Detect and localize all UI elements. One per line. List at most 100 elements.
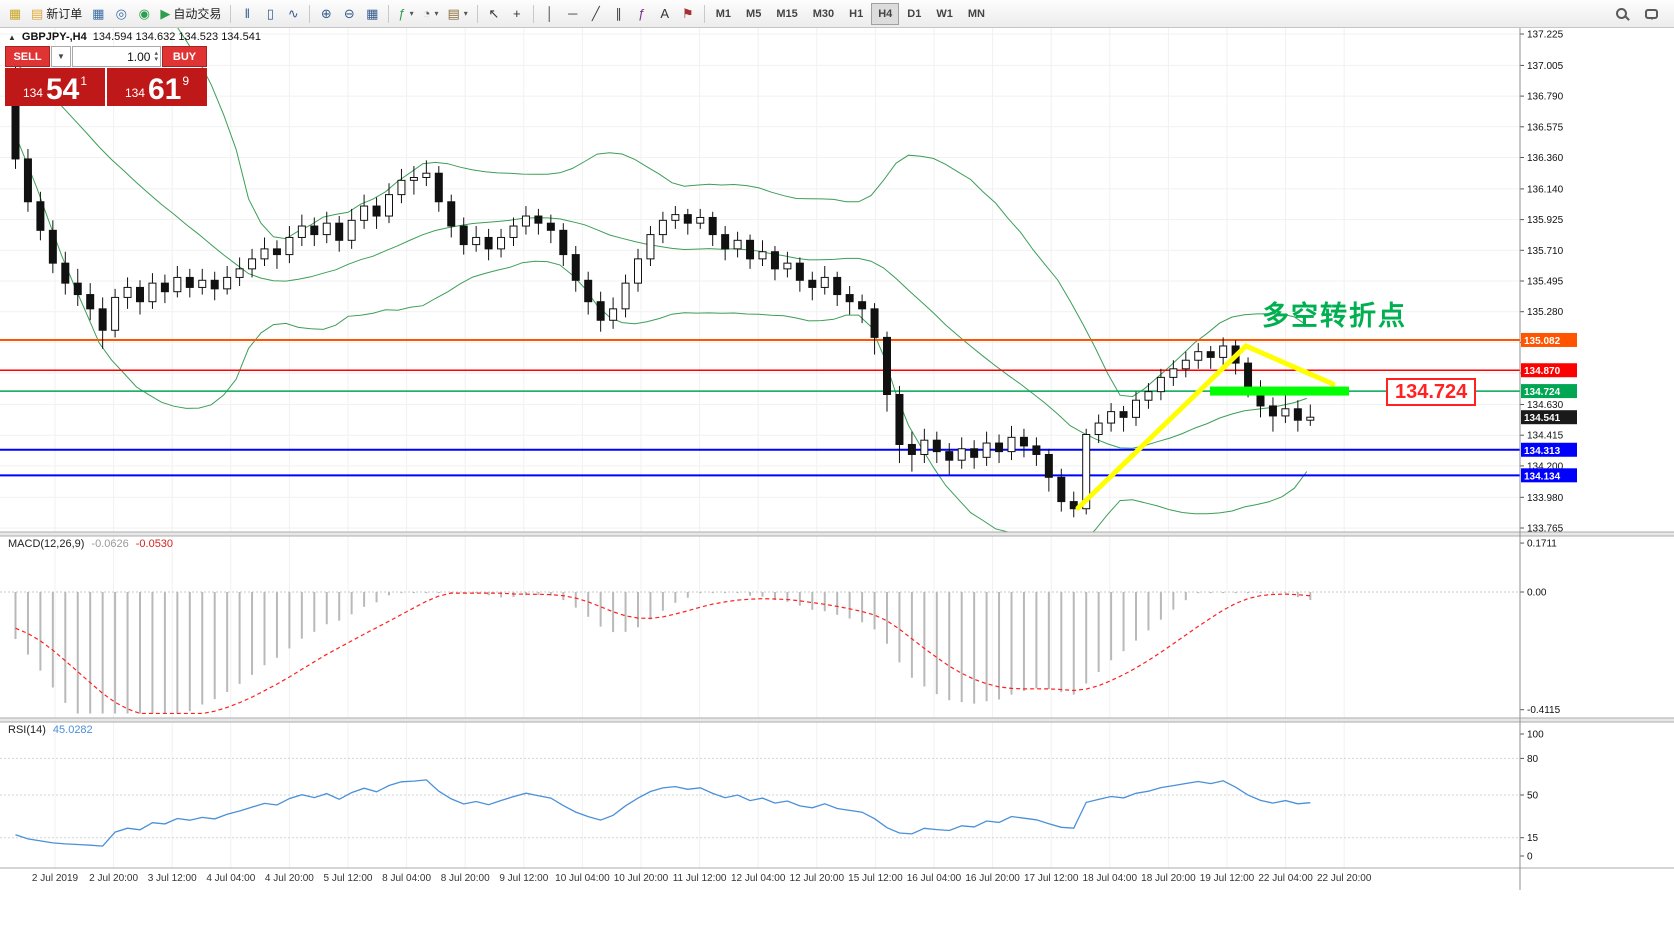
line-chart-mode-icon: ∿ — [287, 6, 299, 21]
buy-price-pip: 9 — [182, 74, 190, 88]
templates-button[interactable]: ▤ ▾ — [443, 3, 471, 25]
equidistant-channel-button[interactable]: ∥ — [608, 3, 630, 25]
zoom-in-button[interactable]: ⊕ — [315, 3, 337, 25]
sell-button[interactable]: SELL — [5, 46, 50, 67]
candlestick-mode-icon: ▯ — [266, 6, 274, 21]
svg-text:137.005: 137.005 — [1527, 61, 1564, 72]
navigator-icon: ◉ — [138, 6, 150, 21]
app-icon-button[interactable]: ▦ — [4, 3, 26, 25]
panel-separators[interactable] — [0, 531, 1674, 869]
buy-price[interactable]: 134 61 9 — [107, 68, 207, 106]
toolbar-separator — [230, 4, 232, 23]
volume-stepper[interactable]: ▴ ▾ — [154, 49, 158, 63]
step-up-icon[interactable]: ▴ — [154, 49, 158, 57]
chart-symbol-label: ▲ GBPJPY-,H4 134.594 134.632 134.523 134… — [8, 31, 261, 43]
toolbar-separator — [532, 4, 534, 23]
app-icon-icon: ▦ — [8, 6, 22, 21]
search-button[interactable] — [1610, 3, 1632, 25]
timeframe-w1-button[interactable]: W1 — [929, 3, 960, 25]
symbol-ohlc-values: 134.594 134.632 134.523 134.541 — [92, 31, 261, 43]
step-down-icon[interactable]: ▾ — [154, 55, 158, 63]
svg-text:0.00: 0.00 — [1527, 588, 1547, 599]
periods-icon: ◔ — [422, 6, 431, 21]
rsi-label: RSI(14) 45.0282 — [8, 724, 93, 736]
vertical-line-button[interactable]: │ — [539, 3, 561, 25]
time-label: 8 Jul 20:00 — [440, 873, 490, 884]
svg-text:100: 100 — [1527, 730, 1544, 741]
text-icon: A — [660, 6, 670, 21]
line-chart-mode-button[interactable]: ∿ — [282, 3, 304, 25]
buy-price-prefix: 134 — [124, 86, 145, 100]
time-label: 4 Jul 04:00 — [206, 873, 256, 884]
chart-window-button[interactable]: ▦ — [87, 3, 109, 25]
svg-text:136.360: 136.360 — [1527, 153, 1564, 164]
volume-input[interactable]: 1.00 ▴ ▾ — [72, 46, 161, 67]
svg-text:134.870: 134.870 — [1524, 366, 1561, 377]
timeframe-m5-button[interactable]: M5 — [739, 3, 768, 25]
turning-point-annotation[interactable]: 多空转折点 — [1262, 301, 1407, 331]
time-label: 18 Jul 20:00 — [1141, 873, 1196, 884]
fibonacci-button[interactable]: ƒ — [631, 3, 653, 25]
grid — [0, 28, 1520, 868]
svg-text:135.280: 135.280 — [1527, 307, 1564, 318]
sell-price[interactable]: 134 54 1 — [5, 68, 105, 106]
time-axis: 2 Jul 2019 2 Jul 20:00 3 Jul 12:00 4 Jul 04… — [0, 869, 1520, 891]
candlestick-mode-button[interactable]: ▯ — [259, 3, 281, 25]
svg-text:134.200: 134.200 — [1527, 461, 1564, 472]
time-label: 16 Jul 04:00 — [906, 873, 962, 884]
timeframe-h1-button[interactable]: H1 — [842, 3, 870, 25]
macd-signal-value: -0.0530 — [135, 538, 174, 550]
order-settings-dropdown[interactable]: ▼ — [51, 46, 71, 67]
rsi-plot — [0, 757, 1520, 847]
svg-text:137.225: 137.225 — [1527, 30, 1564, 41]
indicators-button[interactable]: ƒ ▾ — [394, 3, 417, 25]
cursor-button[interactable]: ↖ — [483, 3, 505, 25]
search-icon — [1615, 8, 1627, 19]
text-button[interactable]: A — [654, 3, 676, 25]
periods-button[interactable]: ◔ ▾ — [419, 3, 443, 25]
one-click-trading-panel: SELL ▼ 1.00 ▴ ▾ BUY 134 54 1 134 61 9 — [5, 46, 207, 106]
timeframe-d1-button[interactable]: D1 — [900, 3, 928, 25]
new-order-button[interactable]: ▤ 新订单 — [27, 3, 86, 25]
time-label: 17 Jul 12:00 — [1023, 873, 1079, 884]
timeframe-m15-button[interactable]: M15 — [769, 3, 804, 25]
toolbar-separator — [703, 4, 705, 23]
trendline-button[interactable]: ╱ — [585, 3, 607, 25]
bar-chart-mode-button[interactable]: ‖ — [236, 3, 258, 25]
bollinger-band — [11, 126, 1308, 532]
timeframe-m1-button[interactable]: M1 — [709, 3, 738, 25]
price-plot[interactable] — [0, 0, 1520, 550]
arrows-button[interactable]: ⚑ — [677, 3, 699, 25]
buy-price-big: 61 — [147, 73, 182, 106]
zoom-out-button[interactable]: ⊖ — [338, 3, 360, 25]
time-label: 12 Jul 20:00 — [789, 873, 845, 884]
time-label: 9 Jul 12:00 — [499, 873, 549, 884]
trade-panel-prices: 134 54 1 134 61 9 — [5, 68, 207, 106]
level-price-tag[interactable]: 134.724 — [1386, 378, 1477, 406]
volume-value: 1.00 — [127, 49, 151, 64]
rsi-value: 45.0282 — [52, 724, 93, 736]
buy-button[interactable]: BUY — [162, 46, 207, 67]
trend-line[interactable] — [1075, 343, 1336, 511]
support-highlight[interactable] — [1210, 386, 1349, 396]
indicators-icon: ƒ — [398, 6, 406, 21]
trendline-icon: ╱ — [591, 6, 600, 21]
timeframe-m30-button[interactable]: M30 — [806, 3, 841, 25]
market-watch-button[interactable]: ◎ — [110, 3, 132, 25]
timeframe-mn-button[interactable]: MN — [961, 3, 992, 25]
auto-trading-button[interactable]: ▶ 自动交易 — [156, 3, 225, 25]
horizontal-line-button[interactable]: ─ — [562, 3, 584, 25]
vertical-line-icon: │ — [545, 6, 554, 21]
sell-price-big: 54 — [45, 73, 80, 106]
navigator-button[interactable]: ◉ — [133, 3, 155, 25]
timeframe-h4-button[interactable]: H4 — [871, 2, 900, 25]
macd-main-value: -0.0626 — [91, 538, 129, 550]
templates-button-caret-icon: ▾ — [463, 9, 468, 18]
chat-button[interactable] — [1640, 3, 1662, 25]
time-label: 2 Jul 2019 — [31, 873, 79, 884]
crosshair-button[interactable]: + — [506, 3, 528, 25]
svg-text:133.980: 133.980 — [1527, 493, 1564, 504]
periods-button-caret-icon: ▾ — [434, 9, 439, 18]
tile-windows-button[interactable]: ▦ — [361, 3, 383, 25]
